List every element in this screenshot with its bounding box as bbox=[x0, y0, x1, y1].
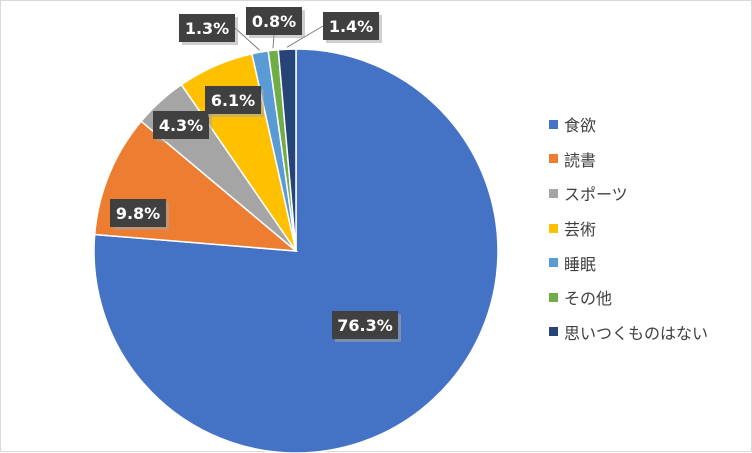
legend-item-sonota: その他 bbox=[549, 280, 749, 315]
legend-label: 芸術 bbox=[564, 220, 597, 240]
data-label-box bbox=[205, 86, 261, 114]
data-label-box bbox=[246, 7, 302, 35]
data-label-text: 1.4% bbox=[329, 17, 373, 36]
legend-label: 思いつくものはない bbox=[564, 323, 709, 343]
legend-swatch bbox=[549, 188, 558, 198]
data-label-2: 4.3% bbox=[153, 111, 212, 142]
data-label-text: 4.3% bbox=[159, 116, 203, 135]
data-label-0: 76.3% bbox=[332, 311, 401, 342]
legend-swatch bbox=[549, 223, 558, 233]
legend-swatch bbox=[549, 292, 558, 302]
legend-item-dokusho: 読書 bbox=[549, 142, 749, 177]
data-label-text: 1.3% bbox=[185, 19, 229, 38]
data-label-text: 76.3% bbox=[337, 316, 393, 335]
legend-item-sports: スポーツ bbox=[549, 176, 749, 211]
legend-swatch bbox=[549, 258, 558, 268]
legend-swatch bbox=[549, 327, 558, 337]
legend-label: 食欲 bbox=[564, 116, 597, 136]
data-label-text: 6.1% bbox=[211, 91, 255, 110]
data-label-5: 0.8% bbox=[246, 7, 305, 38]
data-label-box bbox=[110, 199, 166, 227]
data-label-box bbox=[332, 311, 398, 339]
leader-line-4 bbox=[234, 27, 260, 51]
legend-swatch bbox=[549, 154, 558, 164]
data-label-box bbox=[323, 12, 379, 40]
data-label-text: 9.8% bbox=[116, 204, 160, 223]
leader-line-6 bbox=[286, 25, 324, 48]
pie-slice-6 bbox=[277, 48, 297, 252]
legend-item-geijutsu: 芸術 bbox=[549, 211, 749, 246]
data-label-box bbox=[153, 111, 209, 139]
legend-label: 睡眠 bbox=[564, 254, 597, 274]
data-label-4: 1.3% bbox=[179, 14, 238, 45]
legend-label: 読書 bbox=[564, 150, 597, 170]
legend-item-shokuyoku: 食欲 bbox=[549, 107, 749, 142]
legend: 食欲 読書 スポーツ 芸術 睡眠 その他 思いつくものはない bbox=[549, 107, 749, 349]
legend-item-none: 思いつくものはない bbox=[549, 315, 749, 350]
legend-swatch bbox=[549, 119, 558, 129]
data-label-text: 0.8% bbox=[252, 12, 296, 31]
legend-label: スポーツ bbox=[564, 185, 628, 205]
legend-item-suimin: 睡眠 bbox=[549, 245, 749, 280]
data-label-3: 6.1% bbox=[205, 86, 264, 117]
data-label-1: 9.8% bbox=[110, 199, 169, 230]
legend-label: その他 bbox=[564, 289, 613, 309]
data-label-box bbox=[179, 14, 235, 42]
data-label-6: 1.4% bbox=[323, 12, 382, 43]
